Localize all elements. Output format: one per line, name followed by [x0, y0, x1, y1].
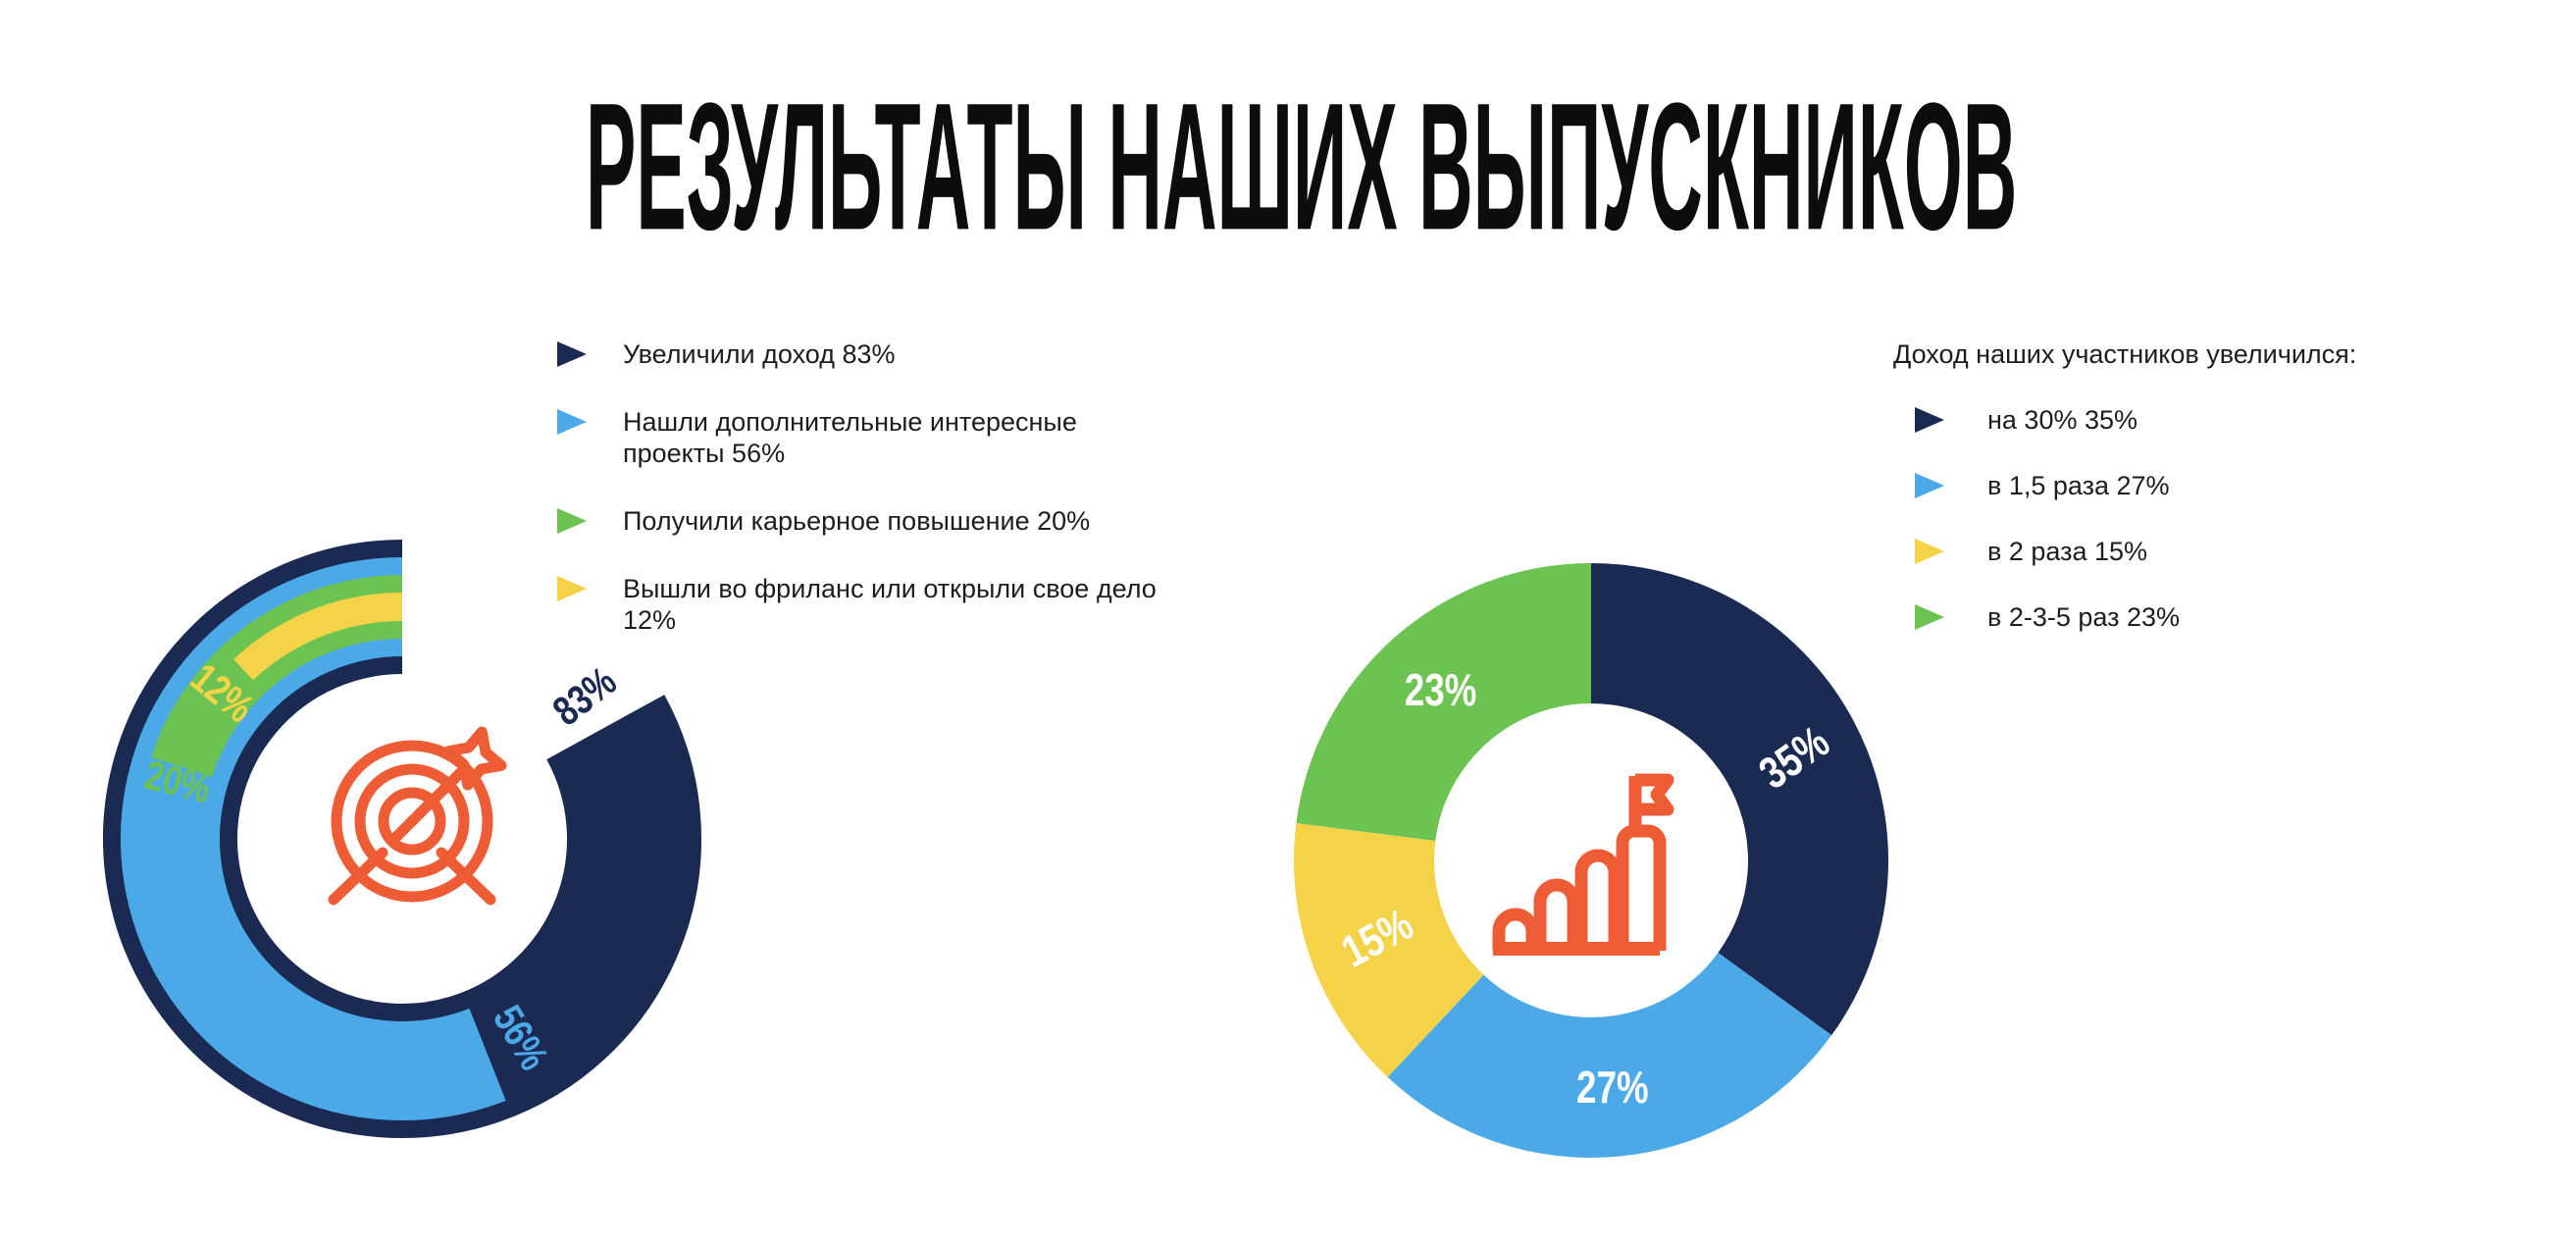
- donut-slice: [1591, 563, 1888, 1036]
- page-title: РЕЗУЛЬТАТЫ НАШИХ ВЫПУСКНИКОВ: [585, 64, 2018, 268]
- legend-triangle-icon: [557, 508, 587, 534]
- legend-item-label: Увеличили доход 83%: [623, 339, 896, 369]
- dart-fletching-icon: [442, 726, 507, 791]
- legend-item: в 1,5 раза 27%: [1893, 470, 2403, 501]
- legend-item: в 2 раза 15%: [1893, 536, 2403, 567]
- legend-triangle-icon: [1915, 539, 1944, 564]
- legend-item-label: на 30% 35%: [1987, 405, 2138, 435]
- legend-item: Нашли дополнительные интересные проекты …: [557, 406, 1185, 469]
- flag-icon: [1635, 773, 1674, 816]
- growth-bar2-icon: [1533, 878, 1580, 951]
- left-chart-legend: Увеличили доход 83% Нашли дополнительные …: [557, 338, 1185, 672]
- growth-bar4-icon: [1616, 824, 1667, 951]
- right-donut-chart: 35%27%15%23%: [1293, 563, 1888, 1159]
- legend-triangle-icon: [557, 409, 587, 435]
- target-dart-icon: [328, 726, 507, 906]
- legend-item: в 2-3-5 раз 23%: [1893, 601, 2403, 633]
- right-legend-title: Доход наших участников увеличился:: [1893, 339, 2357, 369]
- donut-slice: [1296, 563, 1591, 841]
- target-ring-middle-icon: [354, 763, 470, 879]
- target-ring-outer-icon: [331, 740, 493, 903]
- legend-item-label: в 2 раза 15%: [1987, 537, 2148, 566]
- right-chart-legend: Доход наших участников увеличился: на 30…: [1893, 338, 2403, 667]
- donut-slice-value-label: 27%: [1576, 1062, 1649, 1113]
- donut-slice: [1387, 953, 1832, 1159]
- right-legend-items: на 30% 35% в 1,5 раза 27% в 2 раза 15% в 2-…: [1893, 404, 2403, 633]
- legend-item: Вышли во фриланс или открыли свое дело 1…: [557, 573, 1185, 636]
- donut-slice-value-label: 23%: [1405, 664, 1477, 715]
- left-radial-chart: 83%56%20%12%: [103, 540, 701, 1138]
- legend-triangle-icon: [1915, 473, 1944, 498]
- growth-flag-icon: [1492, 773, 1674, 956]
- donut-slices: [1293, 563, 1888, 1159]
- target-ring-inner-icon: [378, 787, 446, 856]
- legend-item: на 30% 35%: [1893, 404, 2403, 436]
- legend-item: Увеличили доход 83%: [557, 338, 1185, 370]
- legend-triangle-icon: [557, 576, 587, 601]
- legend-triangle-icon: [557, 341, 587, 367]
- donut-slice: [1293, 823, 1484, 1077]
- growth-bar1-icon: [1492, 908, 1539, 951]
- legend-item-label: в 2-3-5 раз 23%: [1987, 602, 2181, 632]
- legend-item-label: Нашли дополнительные интересные проекты …: [623, 407, 1077, 468]
- growth-bar3-icon: [1574, 849, 1622, 951]
- legend-item-label: в 1,5 раза 27%: [1987, 471, 2170, 500]
- radial-arc: [233, 593, 403, 681]
- legend-item-label: Вышли во фриланс или открыли свое дело 1…: [623, 574, 1157, 635]
- legend-item-label: Получили карьерное повышение 20%: [623, 506, 1091, 536]
- legend-triangle-icon: [1915, 407, 1944, 433]
- radial-bar-series: [103, 540, 701, 1138]
- legend-item: Получили карьерное повышение 20%: [557, 505, 1185, 537]
- legend-triangle-icon: [1915, 604, 1944, 630]
- page-title-wrap: РЕЗУЛЬТАТЫ НАШИХ ВЫПУСКНИКОВ: [0, 76, 2576, 257]
